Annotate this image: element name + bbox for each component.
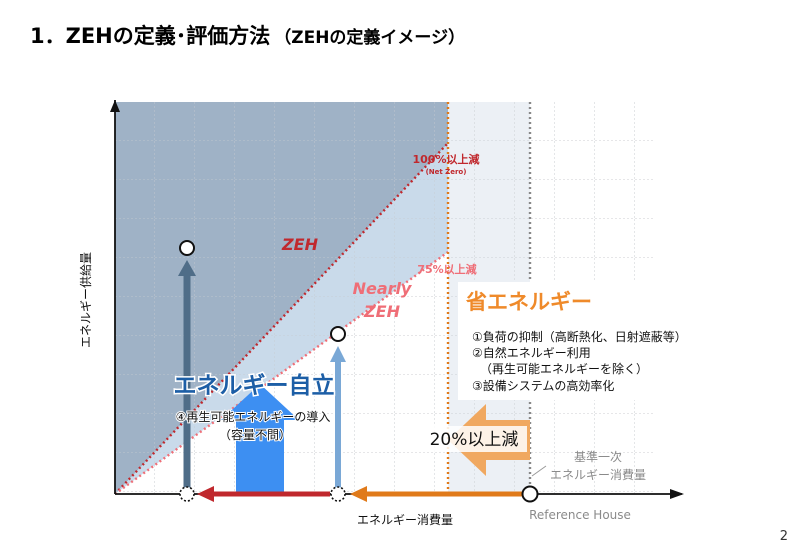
reduction-label-bg	[417, 426, 527, 452]
energy-saving-item-1: ①負荷の抑制（高断熱化、日射遮蔽等）	[472, 329, 687, 344]
axis-point-zeh	[179, 486, 195, 502]
page-number: 2	[779, 529, 788, 544]
seventy-five-line	[114, 251, 449, 495]
energy-saving-item-2-note: （再生可能エネルギーを除く）	[480, 361, 648, 376]
energy-saving-heading: 省エネルギー	[465, 290, 592, 314]
partial-reduction-label: 75%以上減	[417, 262, 476, 276]
energy-saving-panel	[458, 282, 684, 400]
title-sub: （ZEHの定義イメージ）	[274, 28, 466, 48]
reduction-label: 20%以上減	[430, 430, 519, 450]
baseline-label-line2: エネルギー消費量	[550, 467, 646, 482]
energy-saving-item-3: ③設備システムの高効率化	[472, 378, 614, 393]
title-main: 1．ZEHの定義･評価方法	[30, 24, 271, 48]
nearly-zeh-label-line2: ZEH	[363, 302, 401, 321]
net-zero-line	[114, 142, 449, 495]
supply-point-left	[179, 240, 195, 256]
axis-point-nearly	[330, 486, 346, 502]
supply-point-right	[330, 326, 346, 342]
zeh-label: ZEH	[281, 235, 319, 254]
reference-house-label: Reference House	[529, 508, 631, 522]
energy-saving-item-2: ②自然エネルギー利用	[472, 345, 591, 360]
self-sufficiency-heading: エネルギー自立	[174, 372, 335, 399]
self-sufficiency-line1: ④再生可能エネルギーの導入	[176, 410, 331, 424]
orange-consumption-arrow-head	[350, 486, 367, 502]
nearly-zeh-label-line1: Nearly	[353, 279, 412, 298]
y-axis-label: エネルギー供給量	[79, 252, 93, 348]
slide-title: 1．ZEHの定義･評価方法 （ZEHの定義イメージ）	[30, 20, 465, 50]
supply-arrow-right-head	[330, 346, 346, 362]
self-sufficiency-line2: （容量不問）	[219, 427, 291, 442]
red-consumption-arrow-head	[197, 486, 214, 502]
y-axis-arrowhead	[110, 100, 120, 112]
full-reduction-sublabel: (Net Zero)	[426, 168, 467, 176]
self-sufficiency-arrow	[221, 384, 299, 494]
baseline-leader	[531, 465, 547, 477]
x-axis-arrowhead	[670, 489, 684, 499]
baseline-label-line1: 基準一次	[574, 449, 622, 464]
full-reduction-label: 100%以上減	[413, 152, 480, 166]
axis-point-reference	[521, 485, 539, 503]
supply-arrow-left-head	[178, 260, 196, 276]
x-axis-label: エネルギー消費量	[357, 512, 453, 527]
